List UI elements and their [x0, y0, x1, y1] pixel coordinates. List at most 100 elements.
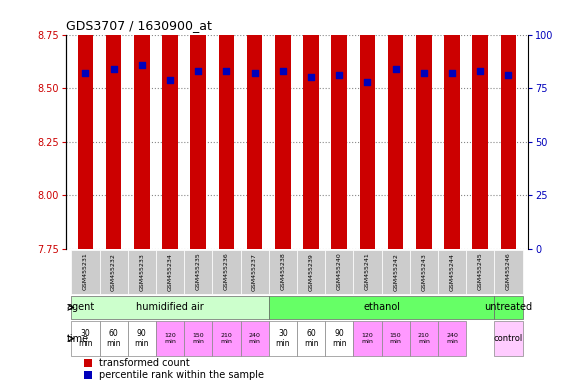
Bar — [275, 0, 291, 249]
Bar — [106, 0, 122, 249]
Text: 120
min: 120 min — [164, 333, 176, 344]
Text: GSM455245: GSM455245 — [478, 253, 482, 290]
FancyBboxPatch shape — [325, 321, 353, 356]
Text: GSM455242: GSM455242 — [393, 253, 398, 291]
Text: GSM455241: GSM455241 — [365, 253, 370, 290]
Text: GSM455232: GSM455232 — [111, 253, 116, 291]
Text: time: time — [66, 334, 89, 344]
FancyBboxPatch shape — [240, 250, 269, 294]
Bar — [332, 0, 347, 249]
Text: humidified air: humidified air — [136, 302, 204, 312]
Text: 90
min: 90 min — [135, 329, 149, 348]
Text: 210
min: 210 min — [220, 333, 232, 344]
FancyBboxPatch shape — [466, 250, 494, 294]
Bar — [84, 371, 93, 379]
Text: GSM455235: GSM455235 — [196, 253, 201, 290]
Bar — [247, 0, 262, 249]
Text: 150
min: 150 min — [192, 333, 204, 344]
FancyBboxPatch shape — [297, 321, 325, 356]
FancyBboxPatch shape — [128, 321, 156, 356]
Bar — [472, 0, 488, 249]
Text: GSM455243: GSM455243 — [421, 253, 427, 291]
FancyBboxPatch shape — [212, 250, 240, 294]
FancyBboxPatch shape — [410, 250, 438, 294]
Text: agent: agent — [66, 302, 95, 312]
Point — [222, 68, 231, 74]
Text: 90
min: 90 min — [332, 329, 347, 348]
Text: ethanol: ethanol — [363, 302, 400, 312]
Text: GSM455239: GSM455239 — [308, 253, 313, 291]
Point — [335, 72, 344, 78]
Text: GSM455236: GSM455236 — [224, 253, 229, 290]
FancyBboxPatch shape — [438, 321, 466, 356]
Bar — [360, 0, 375, 249]
Point — [476, 68, 485, 74]
FancyBboxPatch shape — [269, 296, 494, 319]
Text: untreated: untreated — [484, 302, 533, 312]
Text: GSM455234: GSM455234 — [167, 253, 172, 291]
Bar — [162, 0, 178, 249]
FancyBboxPatch shape — [494, 296, 522, 319]
Text: 150
min: 150 min — [389, 333, 401, 344]
Text: control: control — [494, 334, 523, 343]
Point — [250, 70, 259, 76]
FancyBboxPatch shape — [381, 250, 410, 294]
Text: 210
min: 210 min — [418, 333, 430, 344]
FancyBboxPatch shape — [212, 321, 240, 356]
Text: GSM455240: GSM455240 — [337, 253, 341, 290]
Text: percentile rank within the sample: percentile rank within the sample — [99, 370, 264, 380]
FancyBboxPatch shape — [325, 250, 353, 294]
Text: GSM455238: GSM455238 — [280, 253, 286, 290]
Point — [81, 70, 90, 76]
Text: 30
min: 30 min — [78, 329, 93, 348]
Text: GSM455233: GSM455233 — [139, 253, 144, 291]
Bar — [388, 0, 403, 249]
FancyBboxPatch shape — [128, 250, 156, 294]
Text: 30
min: 30 min — [276, 329, 290, 348]
Text: 240
min: 240 min — [446, 333, 458, 344]
FancyBboxPatch shape — [184, 250, 212, 294]
FancyBboxPatch shape — [269, 250, 297, 294]
Bar — [134, 0, 150, 249]
FancyBboxPatch shape — [71, 321, 99, 356]
Bar — [78, 0, 93, 249]
Bar — [303, 0, 319, 249]
Point — [419, 70, 428, 76]
Text: GSM455231: GSM455231 — [83, 253, 88, 290]
FancyBboxPatch shape — [156, 321, 184, 356]
Text: 60
min: 60 min — [304, 329, 318, 348]
Text: 240
min: 240 min — [249, 333, 260, 344]
FancyBboxPatch shape — [71, 250, 99, 294]
Point — [194, 68, 203, 74]
Point — [504, 72, 513, 78]
Point — [307, 74, 316, 81]
FancyBboxPatch shape — [240, 321, 269, 356]
FancyBboxPatch shape — [494, 250, 522, 294]
FancyBboxPatch shape — [353, 250, 381, 294]
FancyBboxPatch shape — [156, 250, 184, 294]
Text: transformed count: transformed count — [99, 358, 190, 368]
Bar — [444, 0, 460, 249]
FancyBboxPatch shape — [71, 296, 269, 319]
FancyBboxPatch shape — [410, 321, 438, 356]
FancyBboxPatch shape — [438, 250, 466, 294]
Text: GDS3707 / 1630900_at: GDS3707 / 1630900_at — [66, 19, 211, 32]
Point — [109, 66, 118, 72]
FancyBboxPatch shape — [99, 250, 128, 294]
Point — [391, 66, 400, 72]
Point — [363, 79, 372, 85]
FancyBboxPatch shape — [99, 321, 128, 356]
Bar — [501, 0, 516, 249]
Point — [448, 70, 457, 76]
FancyBboxPatch shape — [297, 250, 325, 294]
Point — [278, 68, 287, 74]
Bar — [191, 0, 206, 249]
FancyBboxPatch shape — [184, 321, 212, 356]
Bar — [219, 0, 234, 249]
Text: GSM455237: GSM455237 — [252, 253, 257, 291]
Bar — [416, 0, 432, 249]
Text: 120
min: 120 min — [361, 333, 373, 344]
FancyBboxPatch shape — [269, 321, 297, 356]
Bar — [84, 359, 93, 367]
Text: GSM455244: GSM455244 — [449, 253, 455, 291]
